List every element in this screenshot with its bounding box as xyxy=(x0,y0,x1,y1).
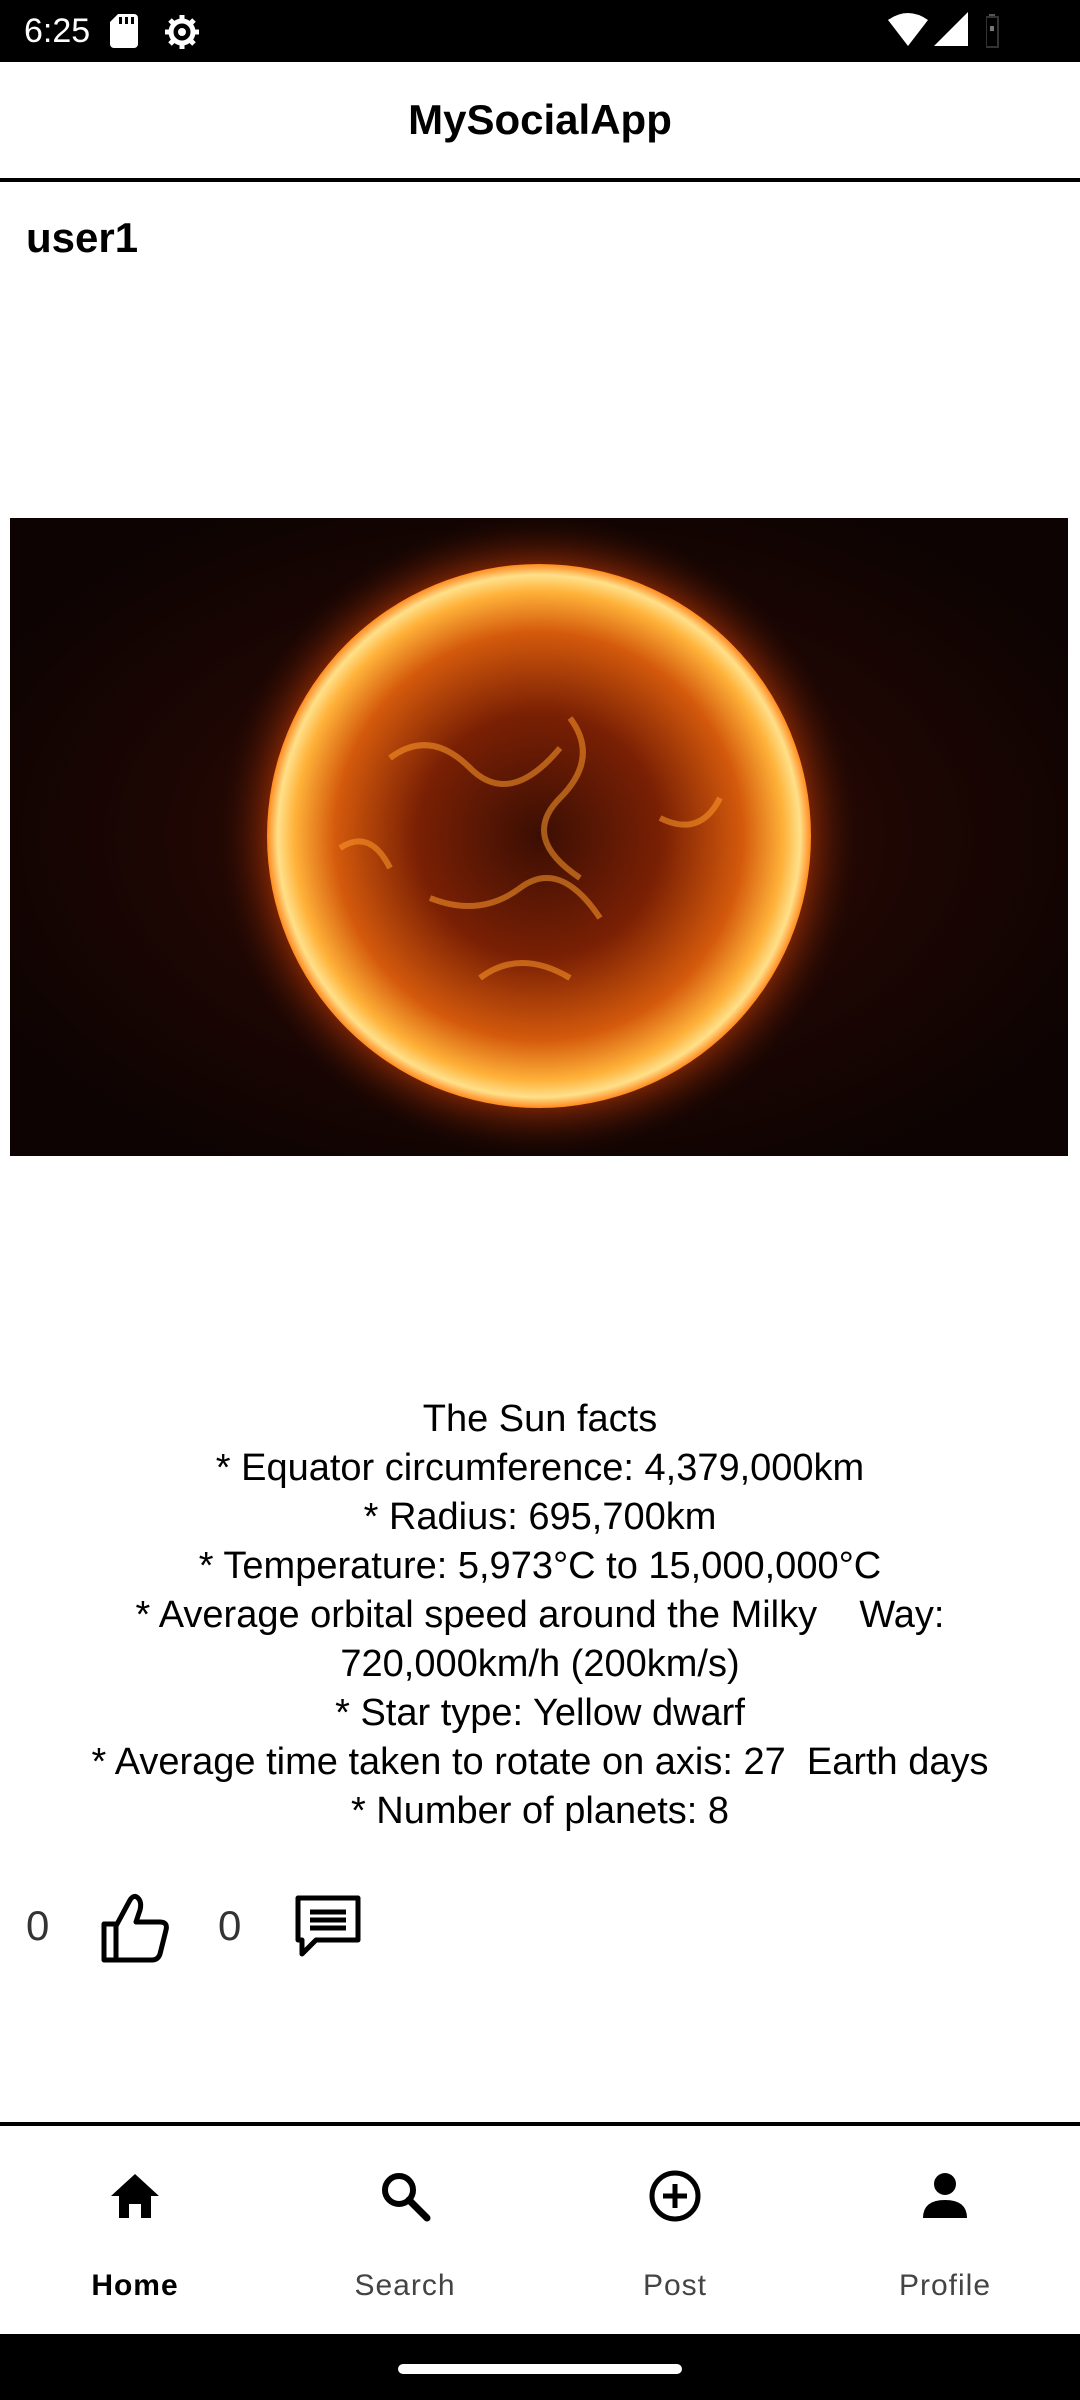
caption-line: * Radius: 695,700km xyxy=(363,1496,717,1538)
caption-line: * Number of planets: 8 xyxy=(350,1790,730,1832)
comment-icon xyxy=(295,1895,361,1957)
battery-icon xyxy=(985,14,1000,53)
app-bar: MySocialApp xyxy=(0,62,1080,182)
wifi-icon xyxy=(888,12,928,51)
caption-line: * Star type: Yellow dwarf xyxy=(335,1692,745,1734)
post-caption: The Sun facts * Equator circumference: 4… xyxy=(20,1395,1060,1836)
nav-item-profile[interactable]: Profile xyxy=(810,2126,1080,2338)
gesture-handle[interactable] xyxy=(398,2364,682,2374)
caption-line: The Sun facts xyxy=(422,1398,658,1440)
search-icon xyxy=(375,2166,435,2226)
like-count: 0 xyxy=(26,1902,50,1949)
app-title: MySocialApp xyxy=(408,96,672,143)
post-author[interactable]: user1 xyxy=(26,214,139,261)
like-button[interactable] xyxy=(96,1888,176,1968)
reaction-row: 0 0 xyxy=(0,1880,1080,1976)
caption-line: * Equator circumference: 4,379,000km xyxy=(215,1447,865,1489)
nav-item-home[interactable]: Home xyxy=(0,2126,270,2338)
status-time: 6:25 xyxy=(24,12,91,50)
caption-line: 720,000km/h (200km/s) xyxy=(340,1643,740,1685)
sun-image xyxy=(10,518,1068,1156)
nav-item-search[interactable]: Search xyxy=(270,2126,540,2338)
nav-label-profile: Profile xyxy=(898,2269,992,2302)
nav-label-search: Search xyxy=(354,2269,456,2302)
sd-card-icon xyxy=(110,14,138,53)
nav-item-post[interactable]: Post xyxy=(540,2126,810,2338)
gesture-bar xyxy=(0,2334,1080,2400)
home-icon xyxy=(105,2166,165,2226)
signal-icon xyxy=(934,12,968,51)
caption-line: * Average time taken to rotate on axis: … xyxy=(91,1741,989,1783)
add-circle-icon xyxy=(645,2166,705,2226)
caption-line: * Average orbital speed around the Milky… xyxy=(135,1594,945,1636)
status-bar: 6:25 xyxy=(0,0,1080,62)
nav-label-home: Home xyxy=(91,2269,179,2302)
post-image xyxy=(10,518,1068,1156)
comment-button[interactable] xyxy=(288,1886,368,1966)
thumbs-up-icon xyxy=(101,1893,169,1963)
caption-line: * Temperature: 5,973°C to 15,000,000°C xyxy=(198,1545,882,1587)
comment-count: 0 xyxy=(218,1902,242,1949)
nav-label-post: Post xyxy=(642,2269,708,2302)
gear-icon xyxy=(164,14,200,55)
person-icon xyxy=(915,2166,975,2226)
bottom-nav: Home Search Post Profile xyxy=(0,2122,1080,2338)
